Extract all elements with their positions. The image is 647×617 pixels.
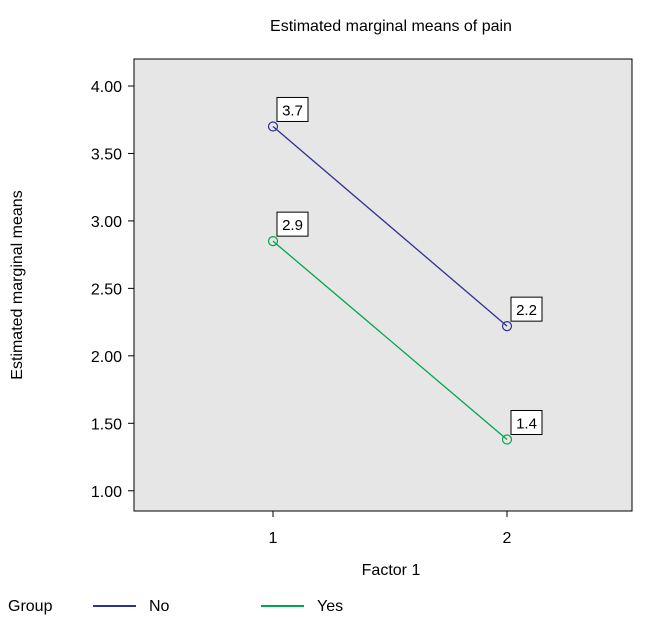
- series-no: 3.7 2.2: [267, 96, 543, 332]
- data-label-box: [510, 409, 543, 435]
- x-axis-label: Factor 1: [362, 562, 421, 579]
- data-point: [501, 434, 513, 445]
- data-label: 3.7: [282, 102, 303, 119]
- y-axis: 1.00 1.50 2.00 2.50 3.00 3.50 4.00: [91, 79, 134, 501]
- y-axis-label: Estimated marginal means: [9, 190, 26, 379]
- data-point: [267, 121, 279, 132]
- data-label: 2.2: [516, 302, 537, 319]
- legend: Group No Yes: [8, 598, 343, 615]
- data-label-box: [510, 296, 543, 322]
- y-tick-label: 1.00: [91, 484, 122, 501]
- series-layer: 3.7 2.2 2.9 1.4: [267, 96, 543, 445]
- y-tick-label: 4.00: [91, 79, 122, 96]
- data-label-box: [276, 96, 309, 122]
- y-tick-label: 3.50: [91, 146, 122, 163]
- legend-title: Group: [8, 598, 53, 615]
- data-point: [267, 236, 279, 247]
- legend-label: Yes: [317, 598, 343, 615]
- series-line: [272, 125, 508, 327]
- series-yes: 2.9 1.4: [267, 211, 543, 445]
- y-tick-label: 3.00: [91, 214, 122, 231]
- y-tick-label: 1.50: [91, 416, 122, 433]
- data-label: 2.9: [282, 217, 303, 234]
- data-label: 1.4: [516, 415, 537, 432]
- legend-label: No: [149, 598, 170, 615]
- y-tick-label: 2.50: [91, 281, 122, 298]
- x-tick-label: 1: [269, 530, 278, 547]
- y-tick-label: 2.00: [91, 349, 122, 366]
- data-label-box: [276, 211, 309, 237]
- plot-area: [133, 58, 633, 512]
- series-line: [272, 240, 508, 440]
- data-point: [501, 321, 513, 332]
- chart-title: Estimated marginal means of pain: [270, 18, 512, 35]
- x-tick-label: 2: [503, 530, 512, 547]
